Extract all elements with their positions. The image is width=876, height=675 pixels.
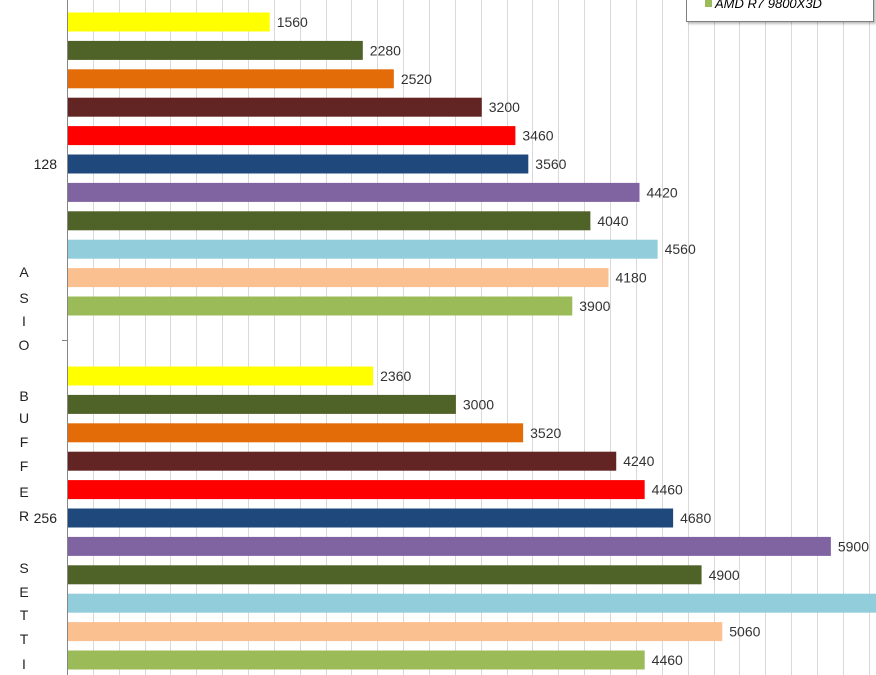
bar-value-label: 4680 <box>680 510 711 526</box>
legend: AMD R7 9800X3D <box>686 0 874 22</box>
bar-value-label: 3560 <box>535 156 566 172</box>
bar-value-label: 2360 <box>380 368 411 384</box>
y-axis-title-letter: I <box>22 313 26 329</box>
category-label: 256 <box>34 510 58 526</box>
y-axis-title-letter: E <box>19 484 29 500</box>
y-axis-title-letter: F <box>19 434 29 450</box>
bar <box>68 97 482 117</box>
y-axis-title-letter: B <box>19 388 29 404</box>
bar <box>68 268 609 288</box>
bar-value-label: 1560 <box>277 14 308 30</box>
bar-value-label: 2280 <box>370 42 401 58</box>
bar-value-label: 3200 <box>489 99 520 115</box>
y-axis-title-letter: T <box>19 631 29 647</box>
bar-value-label: 4460 <box>652 652 683 668</box>
bar-value-label: 4420 <box>647 184 678 200</box>
bar <box>68 622 723 642</box>
legend-swatch <box>705 0 712 7</box>
y-axis-title-letter: T <box>19 607 29 623</box>
bar <box>68 366 374 386</box>
y-axis-title-letter: I <box>22 656 26 672</box>
bar <box>68 565 702 585</box>
bar <box>68 211 591 231</box>
bar <box>68 154 529 174</box>
bar <box>68 480 645 500</box>
legend-label: AMD R7 9800X3D <box>715 0 822 11</box>
bar-value-label: 4040 <box>597 213 628 229</box>
bar-value-label: 5900 <box>838 538 869 554</box>
y-axis-title-letter: E <box>19 584 29 600</box>
bar <box>68 451 617 471</box>
bar-value-label: 3900 <box>579 298 610 314</box>
bar-value-label: 4240 <box>623 453 654 469</box>
bar-value-label: 4900 <box>709 567 740 583</box>
bar <box>68 126 516 146</box>
y-axis-title-letter: S <box>19 290 29 306</box>
bar <box>68 182 640 202</box>
bar <box>68 508 674 528</box>
bar <box>68 40 363 60</box>
bar <box>68 394 456 414</box>
y-axis-title-letter: U <box>18 410 30 426</box>
bar-value-label: 3520 <box>530 425 561 441</box>
category-label: 128 <box>34 156 58 172</box>
y-axis-title-letter: S <box>19 560 29 576</box>
bar <box>68 296 573 316</box>
bar <box>68 536 831 556</box>
bar <box>68 239 658 259</box>
bar <box>68 423 524 443</box>
bar <box>68 593 876 613</box>
bar-value-label: 4560 <box>665 241 696 257</box>
bar-value-label: 4180 <box>615 270 646 286</box>
bar <box>68 12 270 32</box>
bar-value-label: 3000 <box>463 396 494 412</box>
y-axis-title-letter: O <box>18 337 30 353</box>
y-axis-title-letter: R <box>18 508 30 524</box>
bar-value-label: 4460 <box>652 482 683 498</box>
bar-value-label: 2520 <box>401 71 432 87</box>
bar <box>68 650 645 670</box>
bar-value-label: 5060 <box>729 624 760 640</box>
y-axis-title-letter: A <box>19 264 29 280</box>
y-axis-title-letter: F <box>19 458 29 474</box>
bar <box>68 69 394 89</box>
legend-entry: AMD R7 9800X3D <box>705 0 822 11</box>
bar-value-label: 3460 <box>522 128 553 144</box>
